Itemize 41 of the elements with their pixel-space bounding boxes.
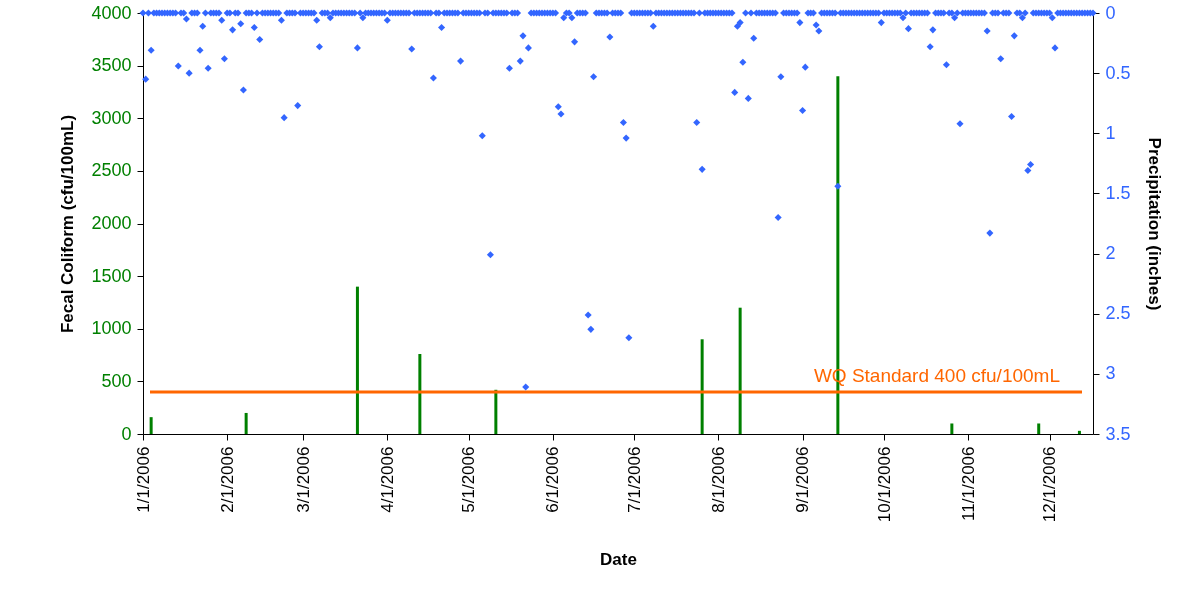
bar [1037, 423, 1041, 434]
y-tick-label: 4000 [91, 2, 132, 23]
x-tick-label: 12/1/2006 [1040, 446, 1060, 523]
bar [738, 307, 742, 434]
x-tick-label: 4/1/2006 [377, 446, 397, 513]
y-axis-title: Fecal Coliform (cfu/100mL) [58, 114, 78, 334]
x-tick-label: 3/1/2006 [293, 446, 313, 513]
x-tick-label: 7/1/2006 [624, 446, 644, 513]
y-tick-label: 3000 [91, 107, 132, 128]
y2-tick-label: 3.5 [1105, 423, 1131, 444]
y-tick-label: 500 [101, 370, 132, 391]
y2-tick-label: 1 [1105, 122, 1116, 143]
y-tick-label: 2000 [91, 213, 132, 233]
x-tick-label: 10/1/2006 [874, 446, 894, 523]
y-tick-label: 2500 [91, 160, 132, 181]
y2-tick-label: 0 [1105, 2, 1116, 23]
y2-tick-label: 3 [1105, 363, 1116, 384]
y2-tick-label: 1.5 [1105, 182, 1131, 203]
x-tick-label: 8/1/2006 [708, 446, 728, 513]
x-tick-label: 11/1/2006 [958, 446, 978, 521]
y2-tick-label: 2.5 [1105, 303, 1131, 324]
bar [1077, 430, 1081, 434]
bar [950, 423, 954, 434]
bar [355, 286, 359, 434]
x-tick-label: 2/1/2006 [217, 446, 237, 513]
x-axis-title: Date [600, 550, 637, 570]
x-tick-label: 1/1/2006 [133, 446, 153, 513]
bar [700, 339, 704, 434]
x-tick-label: 6/1/2006 [543, 446, 563, 513]
y-tick-label: 3500 [91, 55, 132, 76]
y-tick-label: 1000 [91, 318, 132, 339]
y2-tick-label: 0.5 [1105, 62, 1131, 83]
bar [149, 417, 153, 434]
y-tick-label: 1500 [91, 265, 132, 286]
bar [418, 354, 422, 434]
bar [244, 412, 248, 434]
y2-tick-label: 2 [1105, 243, 1116, 264]
x-tick-label: 5/1/2006 [459, 446, 479, 513]
y-tick-label: 0 [121, 423, 132, 444]
y2-axis-title: Precipitation (inches) [1144, 137, 1164, 311]
x-tick-label: 9/1/2006 [793, 446, 813, 513]
